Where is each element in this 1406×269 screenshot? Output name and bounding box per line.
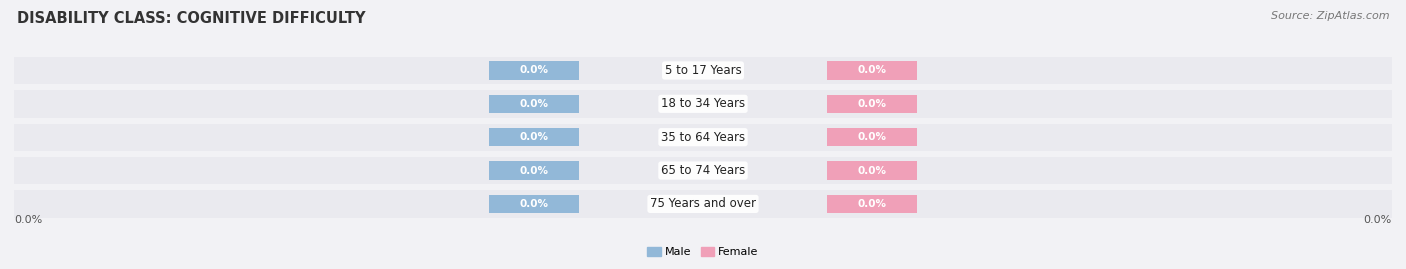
Text: 0.0%: 0.0%: [520, 65, 548, 76]
Bar: [489, 161, 579, 180]
Text: 0.0%: 0.0%: [858, 132, 886, 142]
Bar: [827, 195, 917, 213]
Text: 0.0%: 0.0%: [520, 165, 548, 176]
Bar: [489, 61, 579, 80]
Bar: [489, 128, 579, 146]
Text: 0.0%: 0.0%: [1364, 215, 1392, 225]
Text: Source: ZipAtlas.com: Source: ZipAtlas.com: [1271, 11, 1389, 21]
Bar: [14, 90, 1392, 118]
Text: 0.0%: 0.0%: [858, 165, 886, 176]
Text: 0.0%: 0.0%: [858, 65, 886, 76]
Bar: [14, 123, 1392, 151]
Text: 5 to 17 Years: 5 to 17 Years: [665, 64, 741, 77]
Text: DISABILITY CLASS: COGNITIVE DIFFICULTY: DISABILITY CLASS: COGNITIVE DIFFICULTY: [17, 11, 366, 26]
Text: 65 to 74 Years: 65 to 74 Years: [661, 164, 745, 177]
Bar: [827, 161, 917, 180]
Bar: [489, 95, 579, 113]
Text: 0.0%: 0.0%: [858, 99, 886, 109]
Bar: [14, 190, 1392, 218]
Bar: [827, 61, 917, 80]
Bar: [14, 57, 1392, 84]
Bar: [827, 128, 917, 146]
Text: 35 to 64 Years: 35 to 64 Years: [661, 131, 745, 144]
Text: 0.0%: 0.0%: [858, 199, 886, 209]
Legend: Male, Female: Male, Female: [643, 242, 763, 262]
Text: 0.0%: 0.0%: [520, 132, 548, 142]
Text: 0.0%: 0.0%: [520, 99, 548, 109]
Bar: [14, 157, 1392, 184]
Text: 0.0%: 0.0%: [520, 199, 548, 209]
Bar: [489, 195, 579, 213]
Text: 75 Years and over: 75 Years and over: [650, 197, 756, 210]
Text: 18 to 34 Years: 18 to 34 Years: [661, 97, 745, 110]
Bar: [827, 95, 917, 113]
Text: 0.0%: 0.0%: [14, 215, 42, 225]
